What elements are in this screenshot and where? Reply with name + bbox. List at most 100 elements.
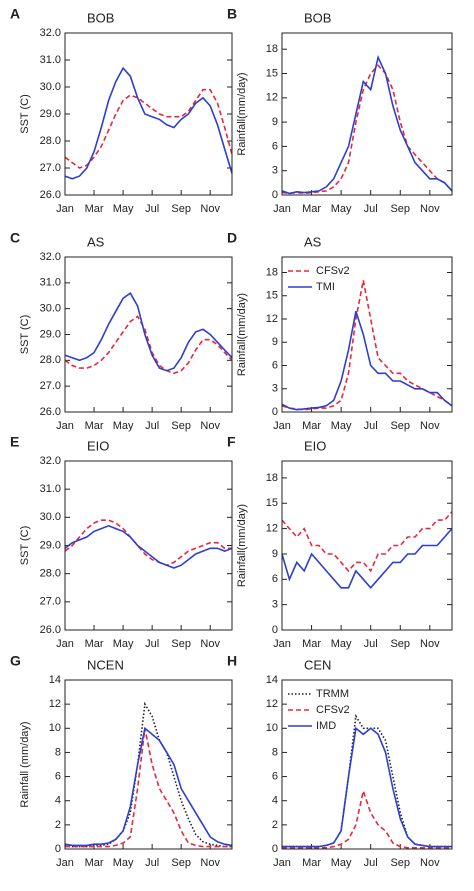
y-tick-label: 6 — [272, 573, 278, 585]
panel-letter: A — [10, 6, 20, 22]
y-tick-label: 0 — [272, 406, 278, 418]
x-tick-label: Mar — [302, 203, 321, 215]
x-tick-label: Jul — [145, 857, 159, 869]
y-tick-label: 0 — [272, 624, 278, 636]
panel-letter: F — [227, 434, 236, 450]
x-tick-label: Jul — [364, 638, 378, 650]
y-tick-label: 18 — [266, 43, 278, 55]
data-line — [64, 701, 232, 848]
panel: B BOB Rainfall(mm/day) 0 3 6 9 12 15 18 Jan Mar May J… — [227, 6, 453, 215]
plot-frame — [64, 460, 233, 631]
panel: C AS SST (C) 26.0 27.0 28.0 29.0 30.0 31.0 32.0 Ja… — [10, 230, 233, 432]
y-tick-label: 31.0 — [40, 483, 61, 495]
legend-label: TMI — [316, 281, 335, 293]
panel-letter: G — [10, 653, 21, 669]
y-axis-label: Rainfall(mm/day) — [236, 293, 248, 376]
x-tick-label: Jan — [56, 638, 74, 650]
y-tick-label: 27.0 — [40, 596, 61, 608]
legend-label: TRMM — [316, 688, 349, 700]
x-tick-label: Sep — [390, 420, 410, 432]
x-tick-label: Sep — [171, 638, 191, 650]
x-tick-label: Sep — [390, 203, 410, 215]
data-line — [64, 66, 233, 180]
legend-label: CFSv2 — [316, 704, 350, 716]
y-tick-label: 18 — [266, 472, 278, 484]
y-axis-label: Rainfall(mm/day) — [236, 504, 248, 587]
data-line — [65, 728, 232, 848]
y-tick-label: 4 — [272, 795, 278, 807]
panel: H CEN 0 2 4 6 8 10 12 14 Jan Mar May Jul Sep Nov TRMM CFS… — [227, 653, 453, 869]
y-axis-label: SST (C) — [19, 526, 31, 566]
x-tick-label: May — [331, 420, 352, 432]
panel: E EIO SST (C) 26.0 27.0 28.0 29.0 30.0 31.0 32.0 J… — [10, 434, 233, 650]
data-line — [64, 524, 233, 569]
x-tick-label: Jan — [56, 857, 74, 869]
x-tick-label: Jan — [56, 203, 74, 215]
data-line — [281, 528, 453, 590]
y-tick-label: 27.0 — [40, 380, 61, 392]
y-tick-label: 31.0 — [40, 277, 61, 289]
x-tick-label: May — [113, 857, 134, 869]
data-line — [64, 726, 233, 847]
x-tick-label: Mar — [85, 638, 104, 650]
panel: G NCEN Rainfall (mm/day) 0 2 4 6 8 10 12 14 Jan Mar M… — [10, 653, 233, 869]
y-tick-label: 8 — [272, 746, 278, 758]
x-tick-label: Nov — [200, 857, 220, 869]
x-tick-label: Nov — [200, 638, 220, 650]
panel-title: BOB — [87, 10, 114, 25]
plot-frame — [64, 679, 233, 850]
y-tick-label: 29.0 — [40, 539, 61, 551]
y-axis-label: SST (C) — [19, 94, 31, 134]
y-tick-label: 3 — [272, 599, 278, 611]
x-tick-label: Sep — [390, 638, 410, 650]
x-tick-label: Nov — [200, 203, 220, 215]
y-tick-label: 31.0 — [40, 54, 61, 66]
panel-title: AS — [304, 234, 322, 249]
x-tick-label: Sep — [171, 420, 191, 432]
y-tick-label: 26.0 — [40, 189, 61, 201]
x-tick-label: Jul — [145, 203, 159, 215]
data-line — [281, 511, 453, 573]
y-tick-label: 29.0 — [40, 108, 61, 120]
y-tick-label: 28.0 — [40, 568, 61, 580]
data-line — [281, 311, 453, 411]
x-tick-label: Jul — [364, 857, 378, 869]
x-tick-label: Mar — [85, 857, 104, 869]
panel-letter: C — [10, 230, 20, 246]
y-tick-label: 15 — [266, 67, 278, 79]
x-tick-label: Jan — [273, 203, 291, 215]
y-tick-label: 12 — [49, 698, 61, 710]
y-tick-label: 26.0 — [40, 406, 61, 418]
data-line — [282, 713, 452, 848]
y-tick-label: 0 — [272, 189, 278, 201]
panel-letter: E — [10, 434, 19, 450]
y-tick-label: 30.0 — [40, 81, 61, 93]
data-line — [281, 54, 453, 195]
y-tick-label: 18 — [266, 266, 278, 278]
y-tick-label: 15 — [266, 497, 278, 509]
y-tick-label: 3 — [272, 383, 278, 395]
panel: F EIO Rainfall(mm/day) 0 3 6 9 12 15 18 Jan Mar May J… — [227, 434, 453, 650]
x-tick-label: Jul — [145, 638, 159, 650]
y-tick-label: 6 — [55, 770, 61, 782]
y-tick-label: 12 — [266, 92, 278, 104]
x-tick-label: Mar — [85, 420, 104, 432]
y-axis-label: Rainfall (mm/day) — [19, 721, 31, 807]
x-tick-label: Sep — [390, 857, 410, 869]
x-tick-label: Nov — [420, 203, 440, 215]
x-tick-label: Jan — [273, 420, 291, 432]
y-tick-label: 6 — [272, 359, 278, 371]
x-tick-label: Nov — [420, 420, 440, 432]
x-tick-label: May — [113, 638, 134, 650]
x-tick-label: May — [113, 420, 134, 432]
x-tick-label: Sep — [171, 857, 191, 869]
y-tick-label: 14 — [49, 674, 61, 686]
y-tick-label: 32.0 — [40, 251, 61, 263]
panel-title: EIO — [304, 438, 326, 453]
x-tick-label: Jul — [364, 203, 378, 215]
y-tick-label: 9 — [272, 548, 278, 560]
y-tick-label: 14 — [266, 674, 278, 686]
y-axis-label: SST (C) — [19, 315, 31, 355]
y-tick-label: 9 — [272, 336, 278, 348]
